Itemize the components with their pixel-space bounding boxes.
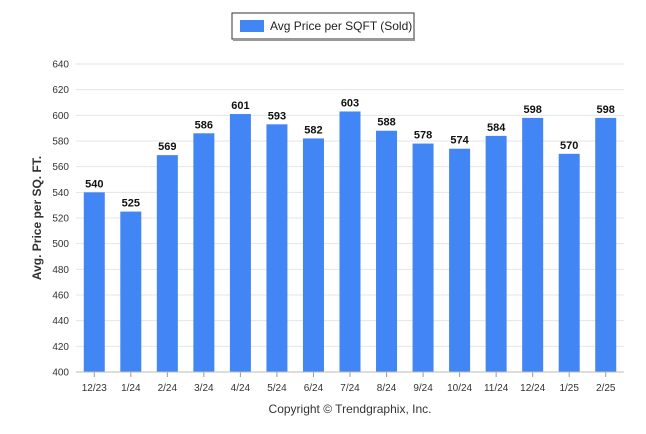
y-tick-label: 560 xyxy=(52,162,69,173)
bar[interactable] xyxy=(376,130,398,372)
x-axis-ticks: 12/23 1/24 2/24 3/24 4/24 5/24 6/24 7/24 8/24 9/2… xyxy=(82,372,616,394)
data-label: 593 xyxy=(268,110,286,122)
bar[interactable] xyxy=(156,155,178,372)
data-label: 582 xyxy=(304,124,322,136)
y-tick-label: 460 xyxy=(52,291,69,302)
y-tick-label: 420 xyxy=(52,342,69,353)
data-label: 574 xyxy=(450,135,469,147)
legend-label: Avg Price per SQFT (Sold) xyxy=(270,19,412,33)
y-tick-label: 580 xyxy=(52,137,69,148)
data-label: 598 xyxy=(597,104,615,116)
data-label: 584 xyxy=(487,122,506,134)
data-label: 569 xyxy=(158,141,176,153)
bar[interactable] xyxy=(229,114,251,373)
y-tick-label: 500 xyxy=(52,239,69,250)
x-tick-label: 2/25 xyxy=(596,383,616,394)
chart-legend[interactable]: Avg Price per SQFT (Sold) xyxy=(231,12,415,41)
bar[interactable] xyxy=(339,111,361,372)
bar[interactable] xyxy=(302,138,324,372)
x-tick-label: 9/24 xyxy=(413,383,433,394)
bar[interactable] xyxy=(120,211,142,372)
x-tick-label: 10/24 xyxy=(447,383,472,394)
y-axis-ticks: 400 420 440 460 480 500 520 540 560 580 600 620 640 xyxy=(52,60,69,379)
y-tick-label: 600 xyxy=(52,111,69,122)
data-labels: 540 525 569 586 601 593 582 603 588 578 574 584 598 5… xyxy=(85,97,615,209)
data-label: 525 xyxy=(122,198,140,210)
data-label: 578 xyxy=(414,130,432,142)
y-tick-label: 540 xyxy=(52,188,69,199)
data-label: 570 xyxy=(560,140,578,152)
data-label: 598 xyxy=(523,104,541,116)
bar[interactable] xyxy=(449,148,471,372)
bar[interactable] xyxy=(83,192,105,372)
bar[interactable] xyxy=(485,135,507,372)
data-label: 588 xyxy=(377,117,395,129)
y-tick-label: 520 xyxy=(52,214,69,225)
y-tick-label: 480 xyxy=(52,265,69,276)
x-tick-label: 1/25 xyxy=(559,383,579,394)
bar[interactable] xyxy=(266,124,288,372)
x-tick-label: 2/24 xyxy=(158,383,178,394)
bar[interactable] xyxy=(522,117,544,373)
data-label: 603 xyxy=(341,97,359,109)
x-tick-label: 11/24 xyxy=(484,383,509,394)
x-tick-label: 8/24 xyxy=(377,383,397,394)
bar[interactable] xyxy=(558,153,580,372)
y-tick-label: 620 xyxy=(52,85,69,96)
y-tick-label: 400 xyxy=(52,368,69,379)
x-tick-label: 3/24 xyxy=(194,383,214,394)
data-label: 586 xyxy=(195,119,213,131)
x-tick-label: 12/23 xyxy=(82,383,107,394)
bar[interactable] xyxy=(412,143,434,372)
x-tick-label: 12/24 xyxy=(520,383,545,394)
bar[interactable] xyxy=(193,133,215,372)
y-axis-title: Avg. Price per SQ. FT. xyxy=(30,156,44,280)
bar[interactable] xyxy=(595,117,617,373)
x-tick-label: 4/24 xyxy=(231,383,251,394)
data-label: 601 xyxy=(231,100,249,112)
data-label: 540 xyxy=(85,178,103,190)
x-tick-label: 7/24 xyxy=(340,383,360,394)
y-tick-label: 640 xyxy=(52,60,69,71)
copyright-text: Copyright © Trendgraphix, Inc. xyxy=(269,402,432,416)
x-tick-label: 1/24 xyxy=(121,383,141,394)
x-tick-label: 6/24 xyxy=(304,383,324,394)
legend-swatch xyxy=(240,20,264,32)
y-tick-label: 440 xyxy=(52,316,69,327)
x-tick-label: 5/24 xyxy=(267,383,287,394)
bars xyxy=(83,111,617,373)
